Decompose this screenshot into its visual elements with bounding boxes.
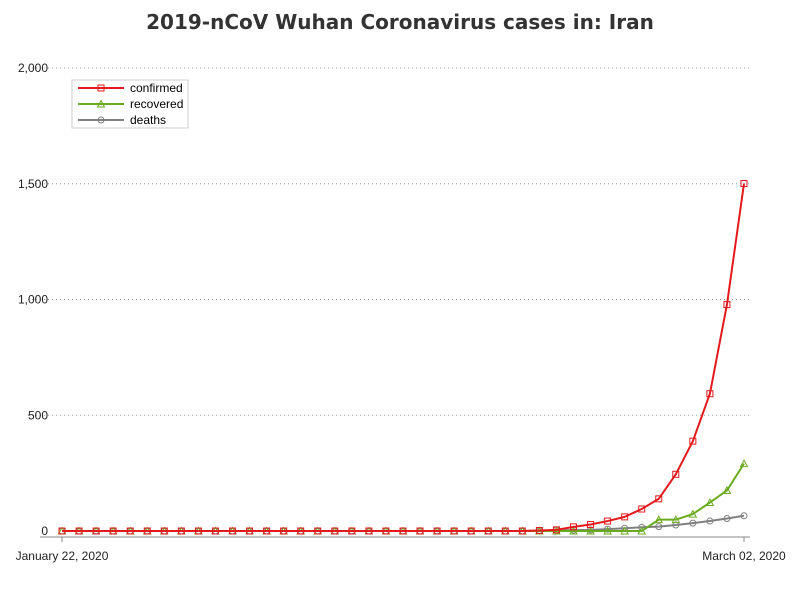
data-point-confirmed: [331, 527, 339, 535]
legend-marker: [97, 84, 105, 92]
legend-marker: [97, 116, 105, 124]
data-point-confirmed: [399, 527, 407, 535]
series-line-deaths: [62, 514, 745, 532]
data-point-confirmed: [672, 470, 680, 478]
data-point-confirmed: [211, 527, 219, 535]
data-point-confirmed: [416, 527, 424, 535]
legend-label: deaths: [130, 113, 166, 127]
legend-label: confirmed: [130, 81, 183, 95]
series-line-recovered: [62, 463, 745, 532]
data-point-confirmed: [382, 527, 390, 535]
data-point-confirmed: [501, 527, 509, 535]
data-point-confirmed: [229, 527, 236, 535]
chart-title: 2019-nCoV Wuhan Coronavirus cases in: Ir…: [146, 10, 654, 34]
data-point-confirmed: [263, 527, 271, 535]
legend-item-recovered: recovered: [78, 97, 183, 111]
data-point-confirmed: [194, 527, 202, 535]
data-point-confirmed: [689, 437, 697, 445]
data-point-confirmed: [348, 527, 356, 535]
data-point-confirmed: [280, 527, 288, 535]
data-point-confirmed: [484, 527, 492, 535]
legend-item-deaths: deaths: [78, 113, 166, 127]
data-point-recovered: [620, 526, 629, 535]
data-point-confirmed: [246, 527, 254, 535]
data-point-confirmed: [143, 527, 151, 535]
data-point-confirmed: [655, 495, 663, 503]
data-point-recovered: [569, 526, 578, 535]
series-confirmed: [58, 180, 748, 535]
grid: [28, 67, 750, 416]
y-tick-label: 2,000: [18, 61, 48, 75]
data-point-deaths: [655, 523, 663, 531]
data-point-recovered: [671, 515, 681, 524]
y-tick-label: 500: [28, 408, 48, 422]
data-point-confirmed: [92, 527, 100, 535]
data-point-recovered: [739, 459, 749, 468]
data-point-confirmed: [604, 517, 612, 525]
x-tick-label: March 02, 2020: [702, 549, 786, 563]
data-point-deaths: [689, 519, 697, 527]
data-point-confirmed: [75, 527, 83, 535]
series-layer: [57, 180, 749, 535]
data-point-deaths: [740, 512, 748, 520]
data-point-confirmed: [177, 527, 185, 535]
data-point-recovered: [722, 485, 732, 494]
y-tick-label: 1,000: [18, 293, 48, 307]
y-tick-label: 1,500: [18, 177, 48, 191]
data-point-confirmed: [740, 180, 748, 188]
data-point-recovered: [688, 509, 698, 518]
data-point-confirmed: [365, 527, 373, 535]
data-point-confirmed: [450, 527, 458, 535]
legend-label: recovered: [130, 97, 183, 111]
data-point-confirmed: [587, 521, 595, 529]
data-point-deaths: [706, 517, 714, 525]
data-point-confirmed: [314, 527, 322, 535]
data-point-deaths: [723, 514, 731, 522]
data-point-confirmed: [535, 527, 543, 535]
data-point-confirmed: [160, 527, 168, 535]
data-point-confirmed: [706, 390, 714, 398]
data-point-recovered: [637, 526, 647, 535]
x-tick-label: January 22, 2020: [16, 549, 109, 563]
data-point-confirmed: [570, 523, 577, 531]
data-point-confirmed: [621, 513, 629, 521]
data-point-confirmed: [109, 527, 117, 535]
data-point-confirmed: [433, 527, 441, 535]
data-point-deaths: [672, 521, 680, 529]
legend-marker: [96, 99, 106, 108]
data-point-confirmed: [467, 527, 475, 535]
data-point-recovered: [654, 515, 664, 524]
data-point-confirmed: [297, 527, 305, 535]
data-point-confirmed: [552, 526, 560, 534]
data-point-recovered: [705, 497, 715, 507]
legend-item-confirmed: confirmed: [78, 81, 183, 95]
axes: 0 500 1,000 1,500 2,000 January 22, 2020 March…: [16, 61, 786, 563]
data-point-recovered: [586, 526, 595, 535]
legend: confirmed recovered deaths: [71, 79, 189, 129]
data-point-confirmed: [518, 527, 526, 535]
data-point-confirmed: [126, 527, 134, 535]
data-point-confirmed: [723, 301, 731, 309]
y-tick-label: 0: [41, 524, 48, 538]
series-line-confirmed: [62, 183, 745, 532]
data-point-recovered: [603, 526, 612, 535]
data-point-confirmed: [58, 527, 66, 535]
data-point-deaths: [604, 525, 612, 533]
series-recovered: [57, 459, 749, 535]
data-point-confirmed: [638, 505, 646, 513]
